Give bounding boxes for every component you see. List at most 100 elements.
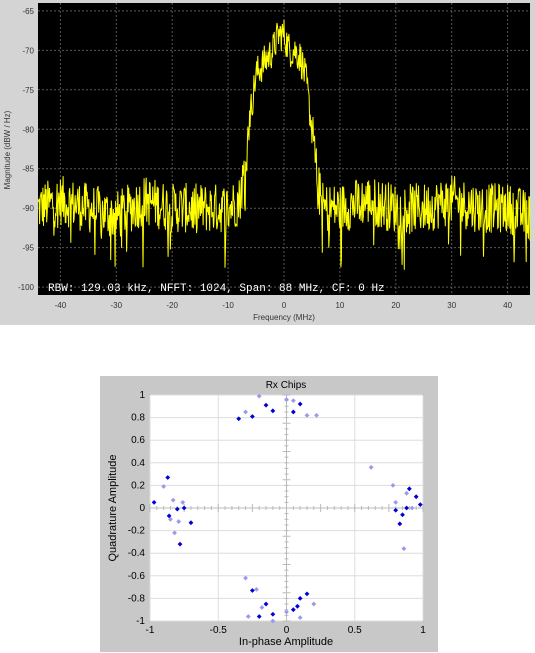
spectrum-x-tick-label: -10 bbox=[222, 301, 234, 310]
scatter-point bbox=[256, 614, 262, 619]
scatter-x-tick-label: -0.5 bbox=[210, 625, 228, 636]
scatter-point bbox=[256, 393, 262, 399]
scatter-point bbox=[295, 603, 300, 609]
scatter-point bbox=[236, 416, 242, 422]
scatter-point bbox=[311, 601, 317, 607]
scatter-y-tick-label: -0.6 bbox=[128, 571, 146, 582]
scatter-point bbox=[188, 520, 194, 526]
scatter-title: Rx Chips bbox=[266, 380, 307, 391]
scatter-x-axis-label: In-phase Amplitude bbox=[239, 636, 333, 648]
scatter-x-ticks: -1 -0.5 0 0.5 1 bbox=[146, 625, 427, 636]
scatter-point bbox=[254, 586, 259, 592]
scatter-point bbox=[249, 414, 255, 419]
scatter-point bbox=[290, 398, 296, 404]
scatter-point bbox=[304, 591, 310, 597]
spectrum-y-tick-label: -90 bbox=[22, 204, 34, 213]
spectrum-x-ticks: -40 -30 -20 -10 0 10 20 30 40 bbox=[55, 301, 513, 310]
scatter-y-tick-label: -1 bbox=[136, 616, 145, 627]
spectrum-y-tick-label: -85 bbox=[22, 165, 34, 174]
scatter-point bbox=[243, 575, 248, 581]
scatter-point bbox=[249, 588, 255, 593]
scatter-y-tick-label: 0.2 bbox=[131, 480, 145, 491]
scatter-y-tick-label: -0.4 bbox=[128, 548, 146, 559]
scatter-point bbox=[393, 507, 399, 513]
spectrum-x-axis-label: Frequency (MHz) bbox=[253, 313, 315, 322]
scatter-point bbox=[397, 521, 403, 527]
spectrum-x-tick-label: 30 bbox=[447, 301, 456, 310]
scatter-point bbox=[406, 486, 412, 492]
scatter-point bbox=[284, 397, 289, 402]
spectrum-x-tick-label: 0 bbox=[282, 301, 287, 310]
scatter-point bbox=[417, 502, 423, 508]
scatter-point bbox=[297, 596, 303, 601]
scatter-point bbox=[297, 401, 303, 407]
spectrum-trace bbox=[37, 19, 531, 270]
scatter-point bbox=[413, 494, 419, 500]
scatter-point bbox=[270, 611, 276, 617]
spectrum-annotation: RBW: 129.03 kHz, NFFT: 1024, Span: 88 MH… bbox=[48, 283, 385, 295]
scatter-point bbox=[180, 499, 186, 505]
scatter-point bbox=[390, 483, 396, 488]
scatter-x-tick-label: 0.5 bbox=[348, 625, 362, 636]
scatter-point bbox=[263, 402, 269, 408]
spectrum-y-tick-label: -70 bbox=[22, 46, 34, 55]
scatter-point bbox=[161, 484, 167, 489]
scatter-y-tick-label: 0.8 bbox=[131, 413, 145, 424]
scatter-point bbox=[270, 618, 276, 624]
spectrum-y-tick-label: -80 bbox=[22, 125, 34, 134]
scatter-y-tick-label: 0.6 bbox=[131, 435, 145, 446]
scatter-y-axis-label: Quadrature Amplitude bbox=[107, 454, 119, 561]
scatter-point bbox=[400, 512, 405, 518]
scatter-point bbox=[263, 601, 269, 607]
spectrum-y-tick-label: -100 bbox=[18, 283, 35, 292]
scatter-point bbox=[409, 505, 415, 511]
spectrum-x-tick-label: -40 bbox=[55, 301, 67, 310]
scatter-y-ticks: 1 0.8 0.6 0.4 0.2 0 -0.2 -0.4 -0.6 -0.8 -1 bbox=[128, 390, 146, 627]
scatter-point bbox=[151, 499, 157, 505]
spectrum-grid bbox=[38, 3, 530, 295]
spectrum-y-tick-label: -75 bbox=[22, 86, 34, 95]
scatter-point bbox=[290, 409, 296, 415]
spectrum-y-ticks: -65 -70 -75 -80 -85 -90 -95 -100 bbox=[18, 7, 35, 292]
spectrum-analyzer-chart: -65-70-75-80-85-90-95-100 -40 -30 -20 -10 0 1… bbox=[0, 0, 535, 325]
scatter-point bbox=[259, 605, 265, 610]
spectrum-x-tick-label: -30 bbox=[110, 301, 122, 310]
scatter-point bbox=[177, 541, 183, 547]
scatter-point bbox=[401, 546, 407, 552]
scatter-point bbox=[284, 609, 289, 615]
spectrum-x-tick-label: 10 bbox=[335, 301, 344, 310]
scatter-point bbox=[270, 408, 276, 414]
scatter-point bbox=[404, 505, 410, 511]
scatter-point bbox=[243, 409, 248, 415]
spectrum-x-tick-label: -20 bbox=[166, 301, 178, 310]
spectrum-y-axis-label: Magnitude (dBW / Hz) bbox=[3, 110, 12, 189]
scatter-point bbox=[168, 516, 173, 522]
spectrum-y-tick-label: -95 bbox=[22, 244, 34, 253]
scatter-points bbox=[151, 393, 423, 624]
scatter-y-tick-label: 0.4 bbox=[131, 458, 145, 469]
scatter-point bbox=[181, 505, 187, 511]
scatter-y-tick-label: -0.2 bbox=[128, 526, 146, 537]
scatter-point bbox=[404, 490, 410, 496]
scatter-center-axes bbox=[149, 394, 424, 622]
scatter-y-tick-label: -0.8 bbox=[128, 593, 146, 604]
scatter-point bbox=[393, 499, 399, 505]
scatter-y-tick-label: 1 bbox=[139, 390, 145, 401]
scatter-point bbox=[170, 497, 176, 503]
scatter-x-tick-label: 0 bbox=[284, 625, 290, 636]
scatter-point bbox=[172, 530, 177, 536]
spectrum-x-tick-label: 40 bbox=[503, 301, 512, 310]
scatter-point bbox=[245, 614, 251, 619]
scatter-x-tick-label: 1 bbox=[420, 625, 426, 636]
scatter-point bbox=[304, 412, 310, 418]
scatter-point bbox=[290, 607, 296, 613]
scatter-point bbox=[297, 615, 303, 621]
scatter-y-tick-label: 0 bbox=[139, 503, 145, 514]
scatter-point bbox=[368, 464, 374, 470]
scatter-point bbox=[165, 475, 171, 480]
scatter-x-tick-label: -1 bbox=[146, 625, 155, 636]
spectrum-y-tick-label: -65 bbox=[22, 7, 34, 16]
scatter-point bbox=[176, 519, 182, 524]
scatter-point bbox=[174, 506, 180, 512]
spectrum-x-tick-label: 20 bbox=[391, 301, 400, 310]
